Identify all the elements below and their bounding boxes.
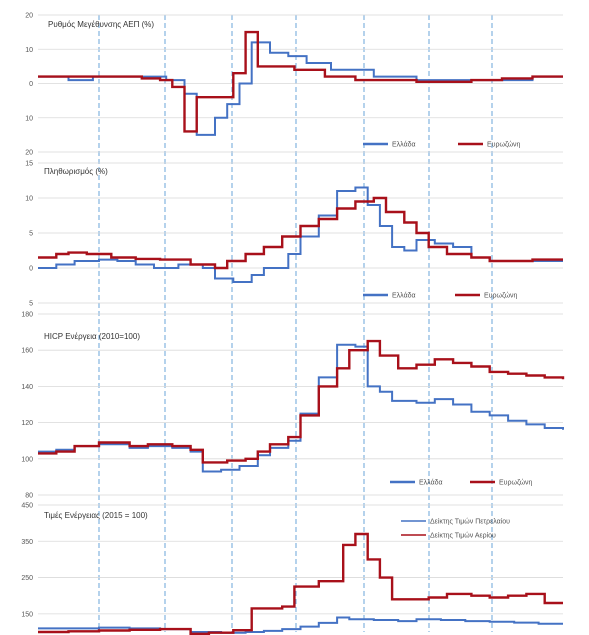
y-tick-label: 180 [21, 312, 33, 319]
y-tick-label: 0 [29, 81, 33, 88]
y-tick-label: 160 [21, 348, 33, 355]
y-tick-label: 350 [21, 539, 33, 546]
y-tick-label: 10 [25, 115, 33, 122]
series-line-Ευρωζώνη [38, 30, 563, 133]
chart-panel-1: 20 10 0 10 20 Ρυθμός Μεγέθυνσης ΑΕΠ (%) Ελλάδα… [25, 13, 563, 157]
legend-label: Δείκτης Τιμών Αερίου [430, 532, 496, 540]
legend-label: Ευρωζώνη [487, 141, 521, 149]
chart-panel-2: 15 10 5 0 5 Πληθωρισμός (%) Ελλάδα Ευρωζώνη [25, 161, 563, 308]
chart-title: HICP Ενέργεια (2010=100) [44, 332, 140, 341]
legend-label: Ευρωζώνη [499, 479, 533, 487]
series-line-Ελλάδα [38, 41, 563, 136]
series-line-Δείκτης Τιμών Αερίου [38, 532, 563, 635]
chart-title: Ρυθμός Μεγέθυνσης ΑΕΠ (%) [48, 20, 154, 29]
y-tick-label: 5 [29, 231, 33, 238]
y-tick-label: 0 [29, 266, 33, 273]
legend-label: Ελλάδα [419, 479, 443, 487]
chart-panel-4: 450 350 250 150 Τιμές Ενέργειας (2015 = 100)… [21, 503, 563, 635]
y-tick-label: 450 [21, 503, 33, 510]
legend-label: Ελλάδα [392, 292, 416, 300]
y-tick-label: 20 [25, 150, 33, 157]
series-line-Ευρωζώνη [38, 339, 565, 464]
y-tick-label: 10 [25, 196, 33, 203]
y-tick-label: 80 [25, 493, 33, 500]
chart-panel-3: 180 160 140 120 100 80 HICP Ενέργεια (2010=100… [21, 312, 565, 500]
legend-label: Δείκτης Τιμών Πετρελαίου [430, 518, 510, 526]
legend-label: Ευρωζώνη [484, 292, 518, 300]
y-tick-label: 250 [21, 575, 33, 582]
y-tick-label: 150 [21, 611, 33, 618]
y-tick-label: 10 [25, 47, 33, 54]
series-line-Ευρωζώνη [38, 196, 563, 270]
chart-title: Τιμές Ενέργειας (2015 = 100) [44, 511, 148, 520]
y-tick-label: 100 [21, 456, 33, 463]
series-line-Ελλάδα [38, 343, 564, 473]
legend-label: Ελλάδα [392, 141, 416, 149]
y-tick-label: 20 [25, 13, 33, 20]
y-tick-label: 140 [21, 384, 33, 391]
chart-title: Πληθωρισμός (%) [44, 167, 108, 176]
y-tick-label: 5 [29, 301, 33, 308]
series-line-Ελλάδα [38, 186, 563, 283]
y-tick-label: 120 [21, 420, 33, 427]
y-tick-label: 15 [25, 161, 33, 168]
